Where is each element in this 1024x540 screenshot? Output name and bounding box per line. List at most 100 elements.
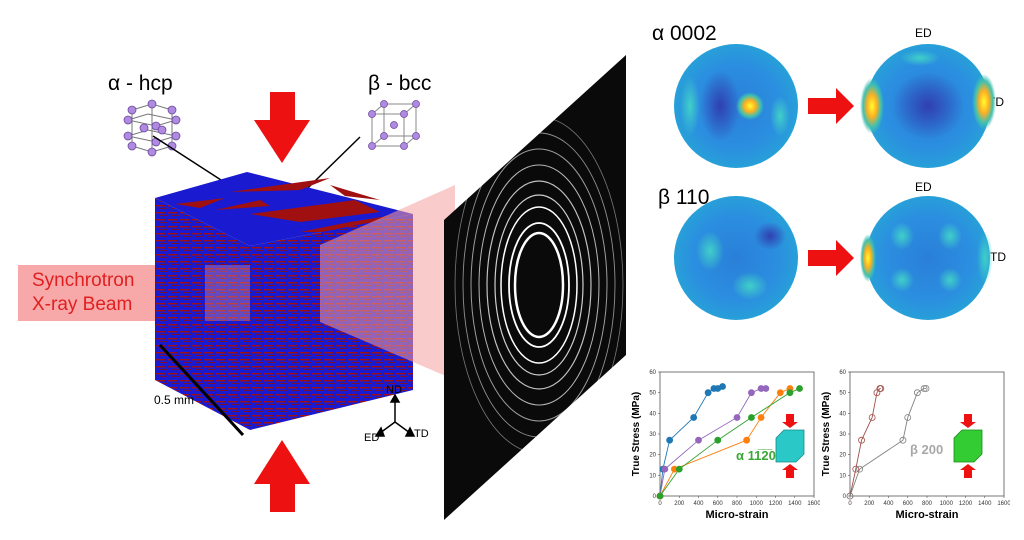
y-tick-label: 0 [653,494,657,500]
beam-label-line1: Synchrotron [32,270,135,291]
diffraction-cone [320,185,455,380]
x-tick-label: 600 [713,501,724,507]
axis-triad [374,393,416,437]
diffraction-ring [486,180,592,390]
x-tick-label: 1200 [769,501,783,507]
data-point [690,414,698,421]
data-point [733,414,741,421]
data-point [675,465,683,473]
x-axis-label: Micro-strain [896,509,959,521]
x-tick-label: 1400 [788,501,802,507]
y-tick-label: 30 [649,432,656,438]
detector-panel [444,55,626,520]
y-tick-label: 20 [649,453,656,459]
y-axis-label: True Stress (MPa) [821,392,832,476]
alpha-stress-strain-chart: 0 200 400 600 800 1000 1200 1400 1600 0 10 20 30 40 50… [631,370,820,521]
x-axis-label: Micro-strain [706,509,769,521]
x-tick-label: 200 [674,501,685,507]
beta-pole-figure-deformed [860,196,993,320]
data-point [743,436,751,444]
beta-pf-td-label: TD [990,250,1006,264]
y-tick-label: 0 [843,494,847,500]
cube-left-face [155,198,250,430]
beta-pole-figure-initial [674,196,798,320]
series-line [849,388,881,497]
y-tick-label: 50 [839,391,846,397]
diffraction-ring [470,148,608,422]
crystal-block-icon [775,429,805,463]
data-point [846,492,854,500]
beta-texture-arrow [808,240,854,276]
data-point [666,436,674,444]
data-point [757,414,765,421]
alpha-pf-ed-label: ED [915,26,932,40]
beam-label-line2: X-ray Beam [32,294,133,315]
data-point [852,465,860,473]
axis-td-label: TD [414,428,429,440]
axis-ed-label: ED [364,432,380,444]
data-point [856,465,864,473]
diffraction-ring [454,116,624,454]
data-point [796,385,803,392]
load-arrow-up [960,464,976,478]
y-tick-label: 30 [839,432,846,438]
beta-stress-strain-chart: 0 200 400 600 800 1000 1200 1400 1600 0 10 20 30 40 50… [821,370,1010,521]
data-point [748,389,755,397]
y-tick-label: 10 [649,473,656,479]
x-tick-label: 1600 [997,501,1010,507]
data-point [858,436,865,444]
data-point [877,385,885,392]
sample-cube-diagram [18,92,455,512]
y-tick-label: 60 [839,370,846,376]
y-tick-label: 60 [649,370,656,376]
data-point [762,385,770,392]
diffraction-detector [444,55,626,520]
x-tick-label: 400 [883,501,894,507]
data-point [748,414,755,421]
alpha-hcp-label: α - hcp [108,72,173,95]
diffraction-ring [478,164,600,406]
axis-nd-label: ND [386,384,402,396]
x-tick-label: 0 [848,501,852,507]
x-tick-label: 0 [658,501,662,507]
hcp-crystal-icon [123,99,181,157]
diffraction-ring [494,194,584,376]
alpha-pole-figure-deformed [860,44,996,168]
data-point [704,389,712,397]
x-tick-label: 600 [903,501,914,507]
diffraction-ring [508,222,570,348]
crystal-block-icon [953,429,983,463]
pole-figures [674,44,996,320]
load-arrow-up [782,464,798,478]
data-point [868,414,876,421]
chart-annotation: β 200 [910,442,943,457]
data-point [904,414,912,421]
y-tick-label: 10 [839,473,846,479]
bottom-compression-arrow [254,440,310,512]
data-point [661,465,669,473]
alpha-pole-figure-initial [674,44,798,168]
chart-annotation: α 11̅2̅0 [736,448,776,463]
x-tick-label: 800 [922,501,933,507]
y-tick-label: 50 [649,391,656,397]
x-tick-label: 200 [864,501,875,507]
data-point [899,436,907,444]
y-axis-label: True Stress (MPa) [631,392,642,476]
load-arrow-down [960,414,976,428]
top-compression-arrow [254,92,310,163]
scale-bar [158,343,245,437]
x-tick-label: 1600 [807,501,820,507]
scale-label: 0.5 mm [154,393,195,407]
y-tick-label: 20 [839,453,846,459]
data-point [714,436,722,444]
cube-top-face [155,172,413,246]
x-tick-label: 800 [732,501,743,507]
x-tick-label: 1400 [978,501,992,507]
diffraction-ring [513,231,565,339]
data-point [695,436,702,444]
data-point [656,492,664,500]
x-tick-label: 1000 [750,501,764,507]
alpha-texture-arrow [808,88,854,124]
y-tick-label: 40 [839,411,846,417]
diffraction-ring [462,132,616,438]
